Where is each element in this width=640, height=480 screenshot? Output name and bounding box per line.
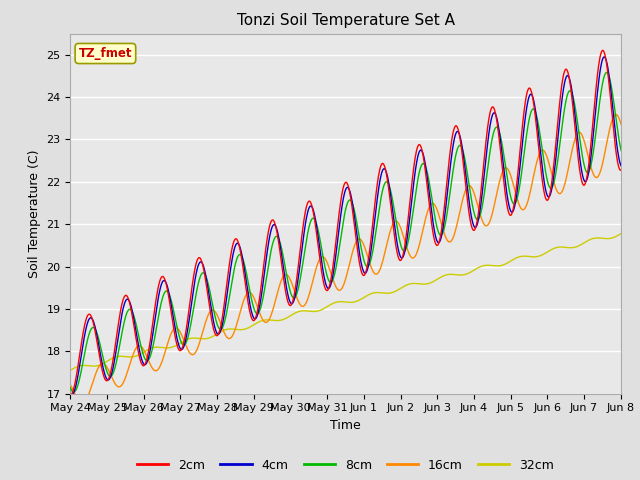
Y-axis label: Soil Temperature (C): Soil Temperature (C) bbox=[28, 149, 41, 278]
Legend: 2cm, 4cm, 8cm, 16cm, 32cm: 2cm, 4cm, 8cm, 16cm, 32cm bbox=[132, 454, 559, 477]
Text: TZ_fmet: TZ_fmet bbox=[79, 47, 132, 60]
Title: Tonzi Soil Temperature Set A: Tonzi Soil Temperature Set A bbox=[237, 13, 454, 28]
X-axis label: Time: Time bbox=[330, 419, 361, 432]
